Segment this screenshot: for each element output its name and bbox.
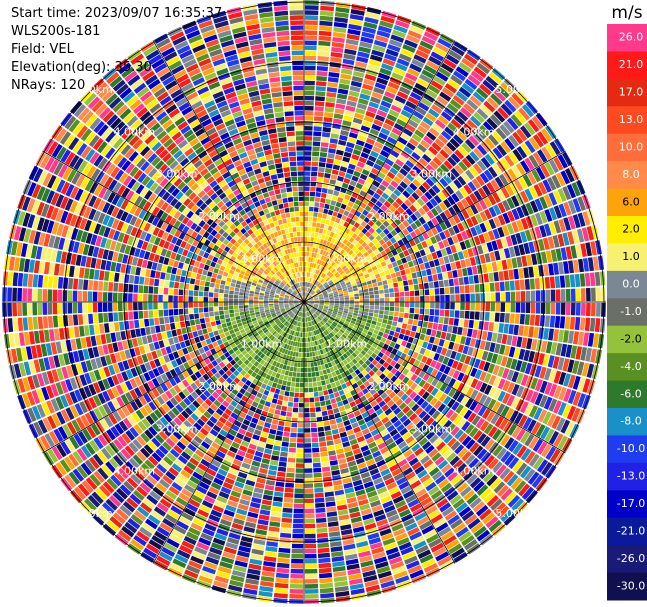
range-ring-label: 4.00km — [453, 125, 495, 138]
ppi-gates — [2, 0, 606, 604]
range-ring-label: 5.00km — [495, 507, 537, 520]
azimuth-spoke — [303, 301, 566, 454]
range-ring-label: 2.00km — [368, 380, 410, 393]
range-ring-label: 4.00km — [453, 465, 495, 478]
range-ring-label: 1.00km — [326, 253, 368, 266]
range-ring-label: 2.00km — [368, 210, 410, 223]
nrays-label: NRays: 120 — [11, 78, 86, 93]
field-label: Field: VEL — [11, 42, 74, 57]
azimuth-spoke — [303, 301, 456, 564]
range-ring-label: 2.00km — [198, 380, 240, 393]
range-ring-label: 3.00km — [410, 422, 452, 435]
range-ring-label: 1.00km — [241, 253, 283, 266]
range-ring-label: 4.00km — [114, 125, 156, 138]
azimuth-spoke — [42, 150, 305, 303]
range-ring-label: 3.00km — [156, 422, 198, 435]
start-time-label: Start time: 2023/09/07 16:35:37 — [11, 6, 223, 21]
range-ring-label: 1.00km — [326, 337, 368, 350]
elevation-label: Elevation(deg): 35.30 — [11, 60, 152, 75]
azimuth-spoke — [42, 301, 305, 454]
range-ring-label: 1.00km — [241, 337, 283, 350]
instrument-label: WLS200s-181 — [11, 24, 101, 39]
azimuth-spoke — [152, 40, 305, 303]
range-ring-label: 3.00km — [410, 168, 452, 181]
azimuth-spoke — [152, 301, 305, 564]
azimuth-spoke — [303, 40, 456, 303]
azimuth-spoke — [303, 150, 566, 303]
range-ring-label: 2.00km — [198, 210, 240, 223]
range-ring-label: 4.00km — [114, 465, 156, 478]
range-ring-label: 5.00km — [71, 83, 113, 96]
range-ring-label: 5.00km — [495, 83, 537, 96]
range-ring-label: 5.00km — [71, 507, 113, 520]
range-ring-label: 3.00km — [156, 168, 198, 181]
ppi-grid: 1.00km 1.00km 1.00km 1.00km 2.00km 2.00km 2.00… — [2, 0, 606, 604]
